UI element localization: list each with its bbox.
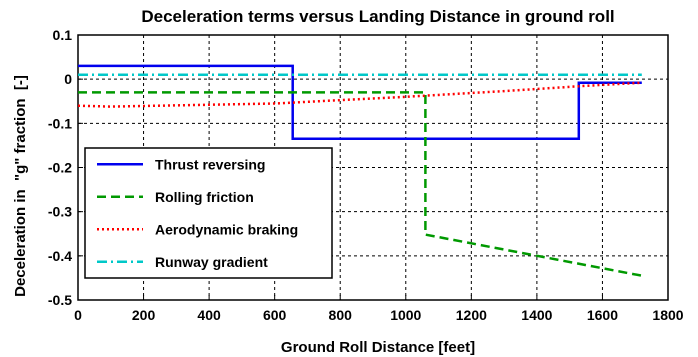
legend-label: Rolling friction	[155, 189, 254, 205]
legend-label: Thrust reversing	[155, 156, 265, 172]
x-tick-label: 800	[329, 307, 353, 323]
series-line-thrust-reversing	[78, 64, 642, 141]
y-tick-label: -0.5	[48, 292, 72, 308]
x-tick-label: 1200	[456, 307, 487, 323]
legend-label: Runway gradient	[155, 254, 268, 270]
y-axis-label: Deceleration in "g" fraction [-]	[12, 75, 29, 297]
series-lines	[77, 64, 643, 277]
y-tick-label: -0.1	[48, 115, 72, 131]
x-tick-label: 1000	[390, 307, 421, 323]
x-tick-label: 1800	[652, 307, 683, 323]
x-tick-label: 600	[263, 307, 287, 323]
x-tick-label: 0	[74, 307, 82, 323]
x-tick-label: 1600	[587, 307, 618, 323]
x-tick-label: 200	[132, 307, 156, 323]
series-line-rolling-friction	[78, 91, 643, 277]
x-axis-label: Ground Roll Distance [feet]	[281, 339, 475, 356]
legend-box	[84, 147, 333, 279]
x-tick-label: 400	[197, 307, 221, 323]
x-tick-label: 1400	[521, 307, 552, 323]
y-tick-label: -0.3	[48, 204, 72, 220]
y-tick-label: 0	[64, 71, 72, 87]
y-tick-label: -0.4	[48, 248, 72, 264]
legend-label: Aerodynamic braking	[155, 221, 298, 237]
y-tick-label: 0.1	[53, 27, 73, 43]
legend: Thrust reversing Rolling friction Aerodyna…	[84, 147, 333, 279]
y-tick-label: -0.2	[48, 160, 72, 176]
axis-ticks: 0 200 400 600 800 1000 1200 1400 1600 18000.10-0.…	[48, 27, 684, 323]
chart-title: Deceleration terms versus Landing Distan…	[141, 7, 614, 26]
